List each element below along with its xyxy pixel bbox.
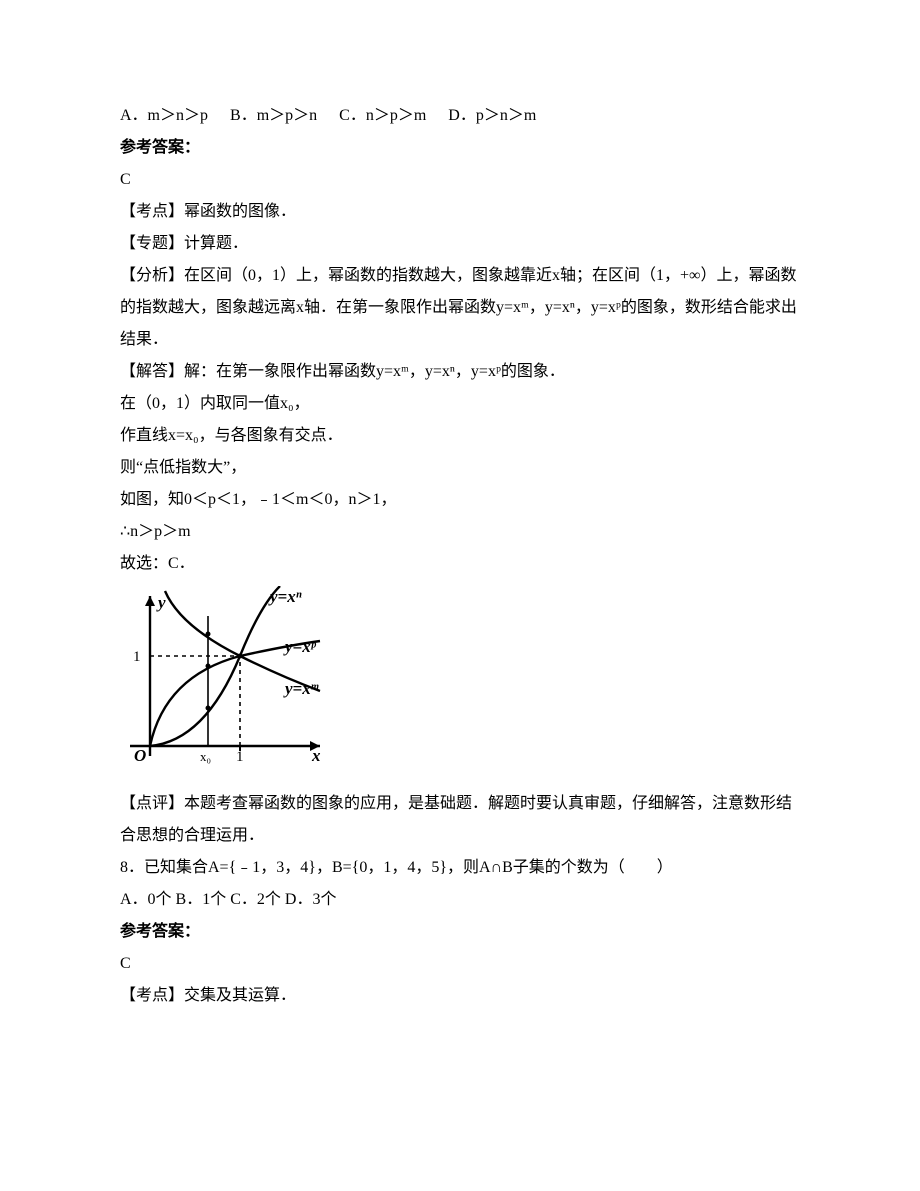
q7-jieda-l3: 作直线x=x₀，与各图象有交点． <box>120 420 800 452</box>
fenxi-text: 在区间（0，1）上，幂函数的指数越大，图象越靠近x轴；在区间（1，+∞）上，幂函… <box>120 267 797 348</box>
q7-figure: y x O 1 1 x₀ y=xⁿ y=xᵖ y=xᵐ <box>120 586 800 778</box>
origin-label: O <box>134 746 146 765</box>
curve-yn-label: y=xⁿ <box>268 587 302 606</box>
option-c: C．n＞p＞m <box>339 100 426 132</box>
zhuanti-label: 【专题】 <box>120 235 184 252</box>
q7-jieda-l2: 在（0，1）内取同一值x₀， <box>120 388 800 420</box>
curve-ym-label: y=xᵐ <box>283 679 319 698</box>
kaodian-label: 【考点】 <box>120 203 184 220</box>
q7-zhuanti: 【专题】计算题． <box>120 228 800 260</box>
q8-kaodian-label: 【考点】 <box>120 987 184 1004</box>
kaodian-text: 幂函数的图像． <box>184 203 296 220</box>
q7-jieda-l4: 则“点低指数大”， <box>120 452 800 484</box>
axis-x-label: x <box>311 746 321 765</box>
q7-jieda-l5: 如图，知0＜p＜1，﹣1＜m＜0，n＞1， <box>120 484 800 516</box>
q7-dianping: 【点评】本题考查幂函数的图象的应用，是基础题．解题时要认真审题，仔细解答，注意数… <box>120 788 800 852</box>
q7-options: A．m＞n＞p B．m＞p＞n C．n＞p＞m D．p＞n＞m <box>120 100 800 132</box>
dianping-text: 本题考查幂函数的图象的应用，是基础题．解题时要认真审题，仔细解答，注意数形结合思… <box>120 795 792 844</box>
q8-stem: 8．已知集合A={﹣1，3，4}，B={0，1，4，5}，则A∩B子集的个数为（… <box>120 852 800 884</box>
q8-kaodian-text: 交集及其运算． <box>184 987 296 1004</box>
q7-jieda-l1: 【解答】解：在第一象限作出幂函数y=xᵐ，y=xⁿ，y=xᵖ的图象． <box>120 356 800 388</box>
q7-kaodian: 【考点】幂函数的图像． <box>120 196 800 228</box>
q7-ref-ans-heading: 参考答案： <box>120 132 800 164</box>
jieda-l1-text: 解：在第一象限作出幂函数y=xᵐ，y=xⁿ，y=xᵖ的图象． <box>184 363 565 380</box>
fenxi-label: 【分析】 <box>120 267 184 284</box>
power-function-graph: y x O 1 1 x₀ y=xⁿ y=xᵖ y=xᵐ <box>120 586 340 766</box>
x0-label: x₀ <box>200 749 211 764</box>
axis-y-label: y <box>156 593 166 612</box>
option-b: B．m＞p＞n <box>230 100 317 132</box>
one-y-label: 1 <box>133 649 141 665</box>
zhuanti-text: 计算题． <box>184 235 248 252</box>
q8-options: A．0个 B．1个 C．2个 D．3个 <box>120 884 800 916</box>
q7-answer: C <box>120 164 800 196</box>
q7-jieda-l6: ∴n＞p＞m <box>120 516 800 548</box>
option-a: A．m＞n＞p <box>120 100 208 132</box>
q8-kaodian: 【考点】交集及其运算． <box>120 980 800 1012</box>
one-x-label: 1 <box>236 749 244 765</box>
q7-fenxi: 【分析】在区间（0，1）上，幂函数的指数越大，图象越靠近x轴；在区间（1，+∞）… <box>120 260 800 356</box>
q7-jieda-l7: 故选：C． <box>120 548 800 580</box>
dianping-label: 【点评】 <box>120 795 184 812</box>
option-d: D．p＞n＞m <box>448 100 536 132</box>
q8-answer: C <box>120 948 800 980</box>
curve-yp-label: y=xᵖ <box>283 637 317 656</box>
q8-ref-ans-heading: 参考答案： <box>120 916 800 948</box>
jieda-label: 【解答】 <box>120 363 184 380</box>
